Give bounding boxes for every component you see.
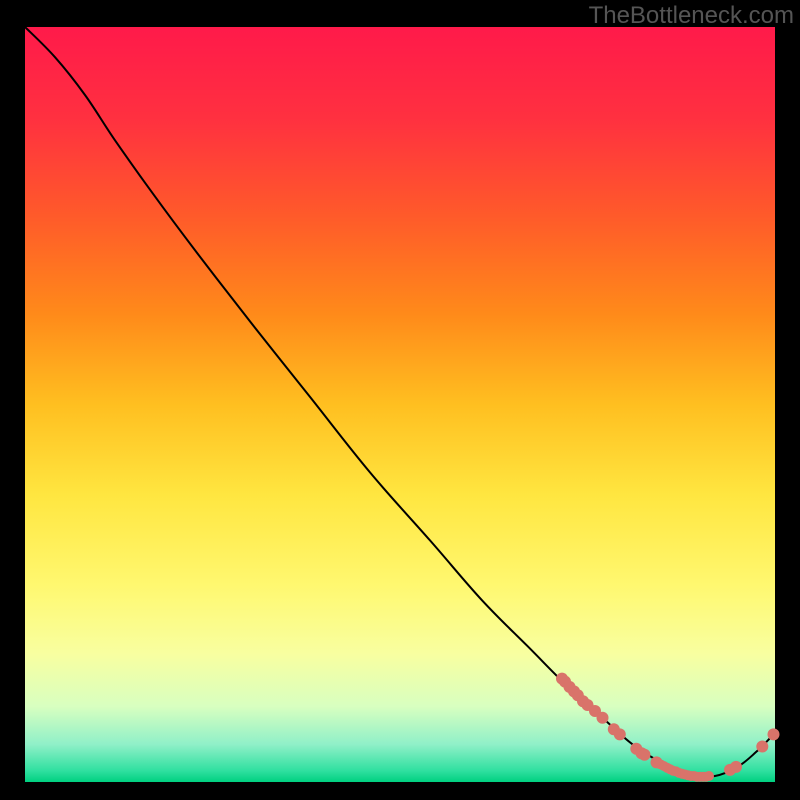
plot-gradient-background [25,27,775,782]
chart-container: { "watermark": { "text": "TheBottleneck.… [0,0,800,800]
watermark-text: TheBottleneck.com [589,2,794,30]
